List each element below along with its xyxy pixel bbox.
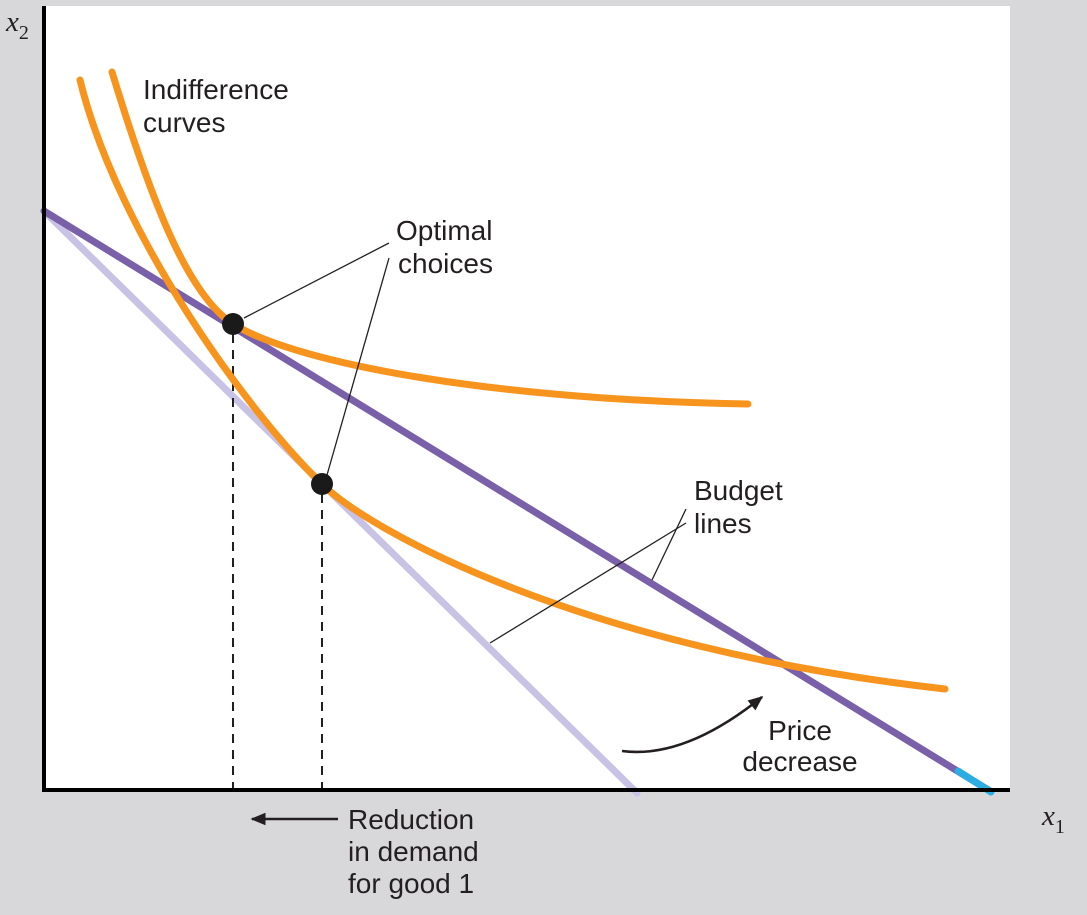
budget-label-line2: lines <box>694 508 752 539</box>
optimal-pointer-line-2 <box>326 257 390 476</box>
price-label-line1: Price <box>768 715 832 746</box>
axes <box>42 6 1010 792</box>
reduction-label-line3: for good 1 <box>348 868 474 899</box>
optimal-pointer-line-1 <box>243 242 390 319</box>
budget-line-new <box>40 207 994 795</box>
x-axis-label-var: x <box>1041 800 1055 832</box>
optimal-choice-point-2 <box>311 473 333 495</box>
budget-label-line1: Budget <box>694 475 783 506</box>
indifference-label-line2: curves <box>143 107 225 138</box>
budget-pointer-line-1 <box>651 508 687 581</box>
indifference-label-line1: Indifference <box>143 74 289 105</box>
reduction-label-line1: Reduction <box>348 804 474 835</box>
y-axis-label-sub: 2 <box>19 22 29 44</box>
y-axis-label: x2 <box>5 6 29 44</box>
optimal-label-line2: choices <box>398 248 493 279</box>
plot-area <box>44 6 1010 790</box>
y-axis-label-var: x <box>5 6 19 38</box>
price-decrease-arrow <box>621 695 764 754</box>
budget-pointer-line-2 <box>489 522 687 644</box>
reduction-label-line2: in demand <box>348 836 479 867</box>
optimal-label-line1: Optimal <box>396 215 492 246</box>
optimal-choice-point-1 <box>222 313 244 335</box>
x-axis-label: x1 <box>1041 800 1065 838</box>
x-axis-label-sub: 1 <box>1055 816 1065 838</box>
indifference-curve-upper <box>108 68 752 408</box>
price-label-line2: decrease <box>742 746 857 777</box>
